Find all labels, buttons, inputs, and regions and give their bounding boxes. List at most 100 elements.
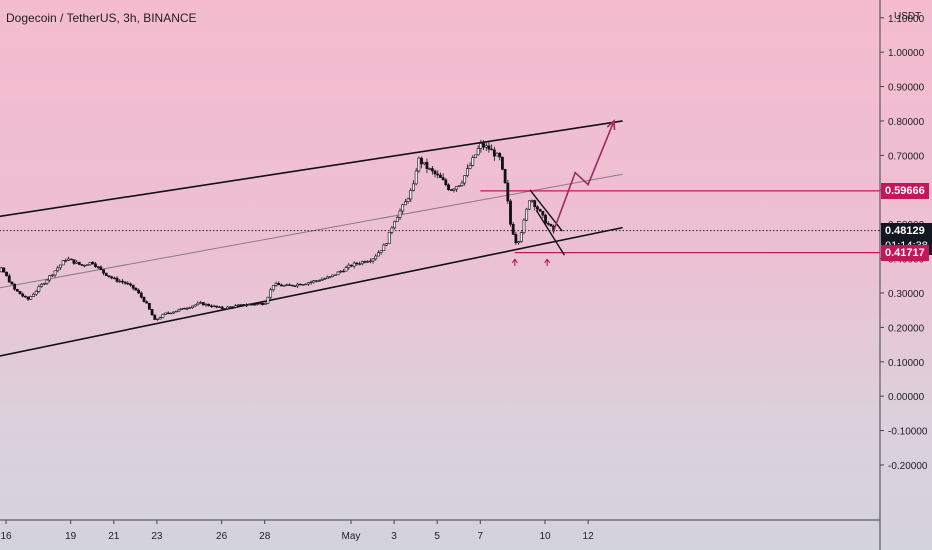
chart-title: Dogecoin / TetherUS, 3h, BINANCE	[6, 11, 197, 25]
bullish-candle	[347, 264, 351, 268]
bearish-candle	[288, 284, 291, 286]
price-tick-label: 1.10000	[888, 14, 925, 25]
bullish-candle	[385, 243, 388, 246]
bullish-candle	[255, 303, 259, 305]
price-tick-label: 0.00000	[888, 392, 925, 403]
time-tick-label: 21	[108, 531, 120, 542]
bearish-candle	[131, 284, 135, 289]
bullish-candle	[395, 217, 399, 222]
bullish-candle	[527, 200, 531, 210]
time-tick-label: 10	[539, 531, 551, 542]
bearish-candle	[215, 305, 219, 308]
bearish-candle	[126, 282, 130, 285]
bullish-candle	[239, 304, 243, 306]
bullish-candle	[463, 175, 467, 184]
channel-middle-line	[0, 173, 623, 289]
bullish-candle	[479, 143, 483, 149]
bullish-candle	[517, 241, 520, 244]
bullish-candle	[67, 258, 70, 261]
bearish-candle	[99, 266, 103, 270]
bullish-candle	[263, 302, 267, 305]
bearish-candle	[223, 308, 227, 310]
bullish-candle	[45, 279, 49, 284]
bullish-candle	[414, 170, 418, 185]
bullish-candle	[382, 244, 386, 252]
time-tick-label: 7	[478, 531, 484, 542]
bearish-candle	[123, 281, 127, 284]
bearish-candle	[115, 277, 119, 282]
bearish-candle	[492, 149, 496, 157]
bearish-candle	[541, 210, 545, 216]
bearish-candle	[104, 272, 108, 276]
bearish-candle	[277, 283, 281, 286]
bearish-candle	[139, 292, 143, 298]
bearish-candle	[10, 281, 14, 285]
bullish-candle	[247, 303, 251, 306]
bearish-candle	[129, 283, 132, 286]
bullish-candle	[406, 198, 410, 202]
bearish-candle	[536, 206, 539, 210]
bearish-candle	[549, 223, 553, 227]
bullish-candle	[379, 250, 383, 253]
bearish-candle	[433, 170, 437, 175]
bullish-candle	[34, 290, 38, 295]
bullish-candle	[428, 168, 432, 170]
bullish-candle	[301, 284, 305, 286]
bullish-candle	[323, 278, 326, 280]
time-tick-label: 16	[0, 531, 12, 542]
bullish-candle	[269, 289, 273, 298]
bullish-candle	[156, 318, 159, 321]
price-tick-label: 0.70000	[888, 151, 925, 162]
bullish-candle	[422, 162, 426, 165]
bullish-candle	[85, 264, 89, 266]
bullish-candle	[374, 255, 378, 260]
bearish-candle	[253, 304, 256, 306]
bullish-candle	[530, 200, 534, 202]
bullish-candle	[368, 260, 372, 263]
time-tick-label: 26	[216, 531, 228, 542]
bullish-candle	[285, 284, 289, 286]
bearish-candle	[153, 314, 157, 320]
bullish-candle	[366, 261, 370, 263]
bullish-candle	[320, 279, 324, 281]
bearish-candle	[15, 288, 19, 292]
bullish-candle	[465, 168, 469, 176]
bearish-candle	[280, 284, 283, 287]
bearish-candle	[498, 153, 502, 158]
support-price-tag: 0.41717	[881, 244, 929, 261]
channel-upper-line	[0, 120, 623, 218]
bullish-candle	[403, 201, 407, 206]
bearish-candle	[430, 168, 434, 172]
bullish-candle	[191, 305, 194, 308]
bearish-candle	[231, 306, 235, 308]
projection-arrow-head	[606, 119, 616, 130]
wedge-lower-line	[535, 210, 565, 256]
bearish-candle	[511, 223, 515, 235]
bullish-candle	[218, 306, 221, 309]
bearish-candle	[7, 275, 11, 283]
bullish-candle	[476, 148, 480, 156]
bullish-candle	[409, 190, 413, 200]
bearish-candle	[21, 293, 25, 297]
bearish-candle	[13, 283, 17, 290]
bearish-candle	[342, 270, 345, 273]
bullish-candle	[474, 154, 477, 158]
bullish-candle	[328, 276, 332, 278]
bearish-candle	[514, 234, 518, 244]
time-tick-label: 3	[391, 531, 397, 542]
time-tick-label: 19	[65, 531, 77, 542]
bullish-candle	[29, 296, 33, 300]
bullish-candle	[333, 274, 337, 276]
bearish-candle	[145, 301, 149, 304]
bearish-candle	[482, 143, 485, 148]
bullish-candle	[344, 267, 348, 272]
bullish-candle	[180, 307, 184, 310]
bearish-candle	[183, 307, 186, 310]
bullish-candle	[522, 219, 526, 233]
bearish-candle	[166, 312, 170, 315]
resistance-price-tag: 0.59666	[881, 182, 929, 199]
price-tick-label: 0.80000	[888, 117, 925, 128]
bullish-candle	[317, 280, 321, 282]
